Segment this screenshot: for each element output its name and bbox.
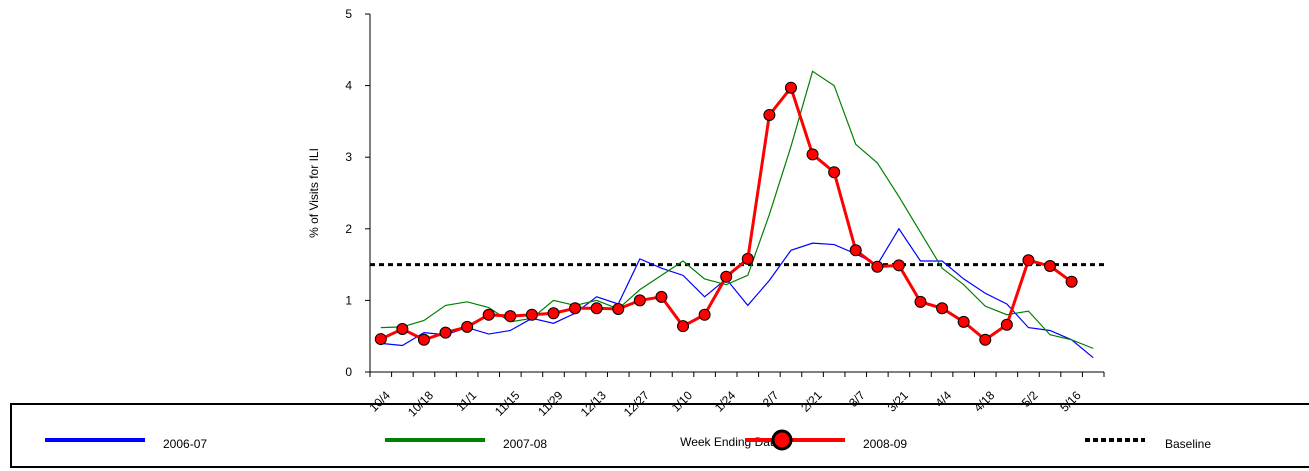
data-point bbox=[892, 259, 905, 272]
data-point bbox=[677, 320, 690, 333]
data-point bbox=[590, 302, 603, 315]
data-point bbox=[914, 295, 927, 308]
data-point bbox=[417, 333, 430, 346]
data-point bbox=[612, 302, 625, 315]
data-point bbox=[525, 308, 538, 321]
y-tick-label: 2 bbox=[345, 222, 352, 236]
y-tick-label: 0 bbox=[345, 365, 352, 379]
data-point bbox=[655, 290, 668, 303]
data-point bbox=[1065, 275, 1078, 288]
legend-label: 2006-07 bbox=[163, 437, 207, 451]
data-point bbox=[633, 294, 646, 307]
data-point bbox=[741, 252, 754, 265]
data-point bbox=[849, 244, 862, 257]
data-point bbox=[979, 333, 992, 346]
data-point bbox=[957, 315, 970, 328]
y-tick-label: 4 bbox=[345, 79, 352, 93]
data-point bbox=[763, 108, 776, 121]
series-line bbox=[380, 227, 1094, 359]
legend-label: 2007-08 bbox=[503, 437, 547, 451]
legend-box bbox=[10, 403, 1309, 468]
legend-label: 2008-09 bbox=[863, 437, 907, 451]
data-point bbox=[504, 310, 517, 323]
data-point bbox=[547, 307, 560, 320]
y-tick-label: 5 bbox=[345, 7, 352, 21]
data-point bbox=[461, 320, 474, 333]
data-point bbox=[439, 326, 452, 339]
data-point bbox=[936, 302, 949, 315]
series-line bbox=[380, 84, 1073, 342]
data-point bbox=[698, 308, 711, 321]
legend-label: Baseline bbox=[1165, 437, 1211, 451]
data-point bbox=[482, 308, 495, 321]
legend-marker bbox=[771, 429, 793, 451]
data-point bbox=[784, 81, 797, 94]
data-point bbox=[806, 148, 819, 161]
data-point bbox=[1022, 254, 1035, 267]
data-point bbox=[828, 166, 841, 179]
data-point bbox=[1000, 318, 1013, 331]
y-tick-label: 1 bbox=[345, 293, 352, 307]
data-point bbox=[374, 333, 387, 346]
y-tick-label: 3 bbox=[345, 150, 352, 164]
data-point bbox=[871, 260, 884, 273]
series-line bbox=[380, 70, 1094, 349]
data-point bbox=[569, 302, 582, 315]
data-point bbox=[1044, 260, 1057, 273]
data-point bbox=[720, 270, 733, 283]
data-point bbox=[396, 323, 409, 336]
y-axis-title: % of Visits for ILI bbox=[307, 148, 321, 238]
